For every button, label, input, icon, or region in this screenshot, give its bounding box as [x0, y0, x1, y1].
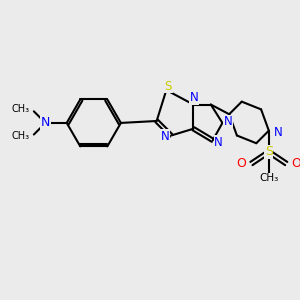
- Text: S: S: [165, 80, 172, 93]
- Text: CH₃: CH₃: [259, 173, 278, 183]
- Text: N: N: [274, 126, 282, 139]
- Text: O: O: [291, 157, 300, 170]
- Text: CH₃: CH₃: [12, 131, 30, 142]
- Text: N: N: [214, 136, 223, 149]
- Text: O: O: [237, 157, 247, 170]
- Text: N: N: [41, 116, 50, 129]
- Text: N: N: [224, 116, 233, 128]
- Text: N: N: [161, 130, 170, 143]
- Text: CH₃: CH₃: [12, 104, 30, 114]
- Text: N: N: [190, 91, 199, 104]
- Text: S: S: [265, 146, 273, 158]
